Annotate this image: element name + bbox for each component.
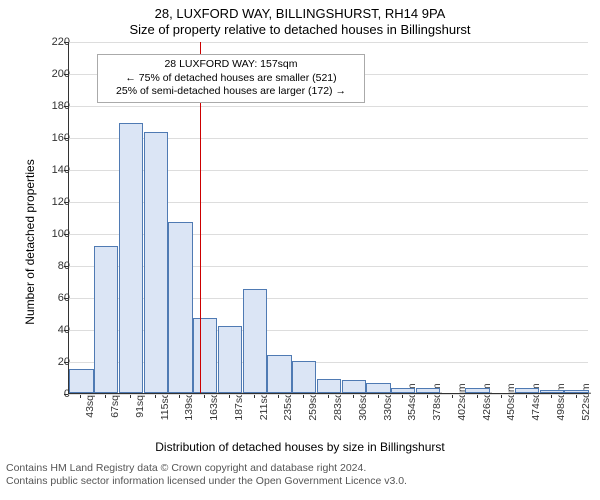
histogram-bar — [564, 390, 588, 393]
y-tick-mark — [64, 394, 68, 395]
annotation-line3: 25% of semi-detached houses are larger (… — [104, 85, 358, 99]
histogram-bar — [540, 390, 564, 393]
footer-attribution: Contains HM Land Registry data © Crown c… — [6, 462, 407, 488]
annotation-box: 28 LUXFORD WAY: 157sqm ← 75% of detached… — [97, 54, 365, 103]
histogram-bar — [317, 379, 341, 393]
y-axis-label: Number of detached properties — [23, 152, 37, 332]
x-axis-label: Distribution of detached houses by size … — [0, 440, 600, 454]
histogram-bar — [69, 369, 93, 393]
histogram-bar — [391, 388, 415, 393]
histogram-bar — [144, 132, 168, 393]
histogram-bar — [465, 388, 489, 393]
histogram-bar — [193, 318, 217, 393]
histogram-bar — [267, 355, 291, 393]
gridline — [69, 42, 588, 43]
histogram-bar — [342, 380, 366, 393]
histogram-bar — [292, 361, 316, 393]
histogram-bar — [119, 123, 143, 393]
histogram-bar — [168, 222, 192, 393]
page-subtitle: Size of property relative to detached ho… — [0, 22, 600, 37]
histogram-bar — [218, 326, 242, 393]
histogram-bar — [94, 246, 118, 393]
histogram-bar — [515, 388, 539, 393]
annotation-line1: 28 LUXFORD WAY: 157sqm — [104, 58, 358, 72]
histogram-bar — [243, 289, 267, 393]
gridline — [69, 106, 588, 107]
page-title-address: 28, LUXFORD WAY, BILLINGSHURST, RH14 9PA — [0, 6, 600, 21]
gridline — [69, 394, 588, 395]
histogram-bar — [416, 388, 440, 393]
histogram-bar — [366, 383, 390, 393]
footer-line2: Contains public sector information licen… — [6, 475, 407, 488]
annotation-line2: ← 75% of detached houses are smaller (52… — [104, 72, 358, 86]
footer-line1: Contains HM Land Registry data © Crown c… — [6, 462, 407, 475]
